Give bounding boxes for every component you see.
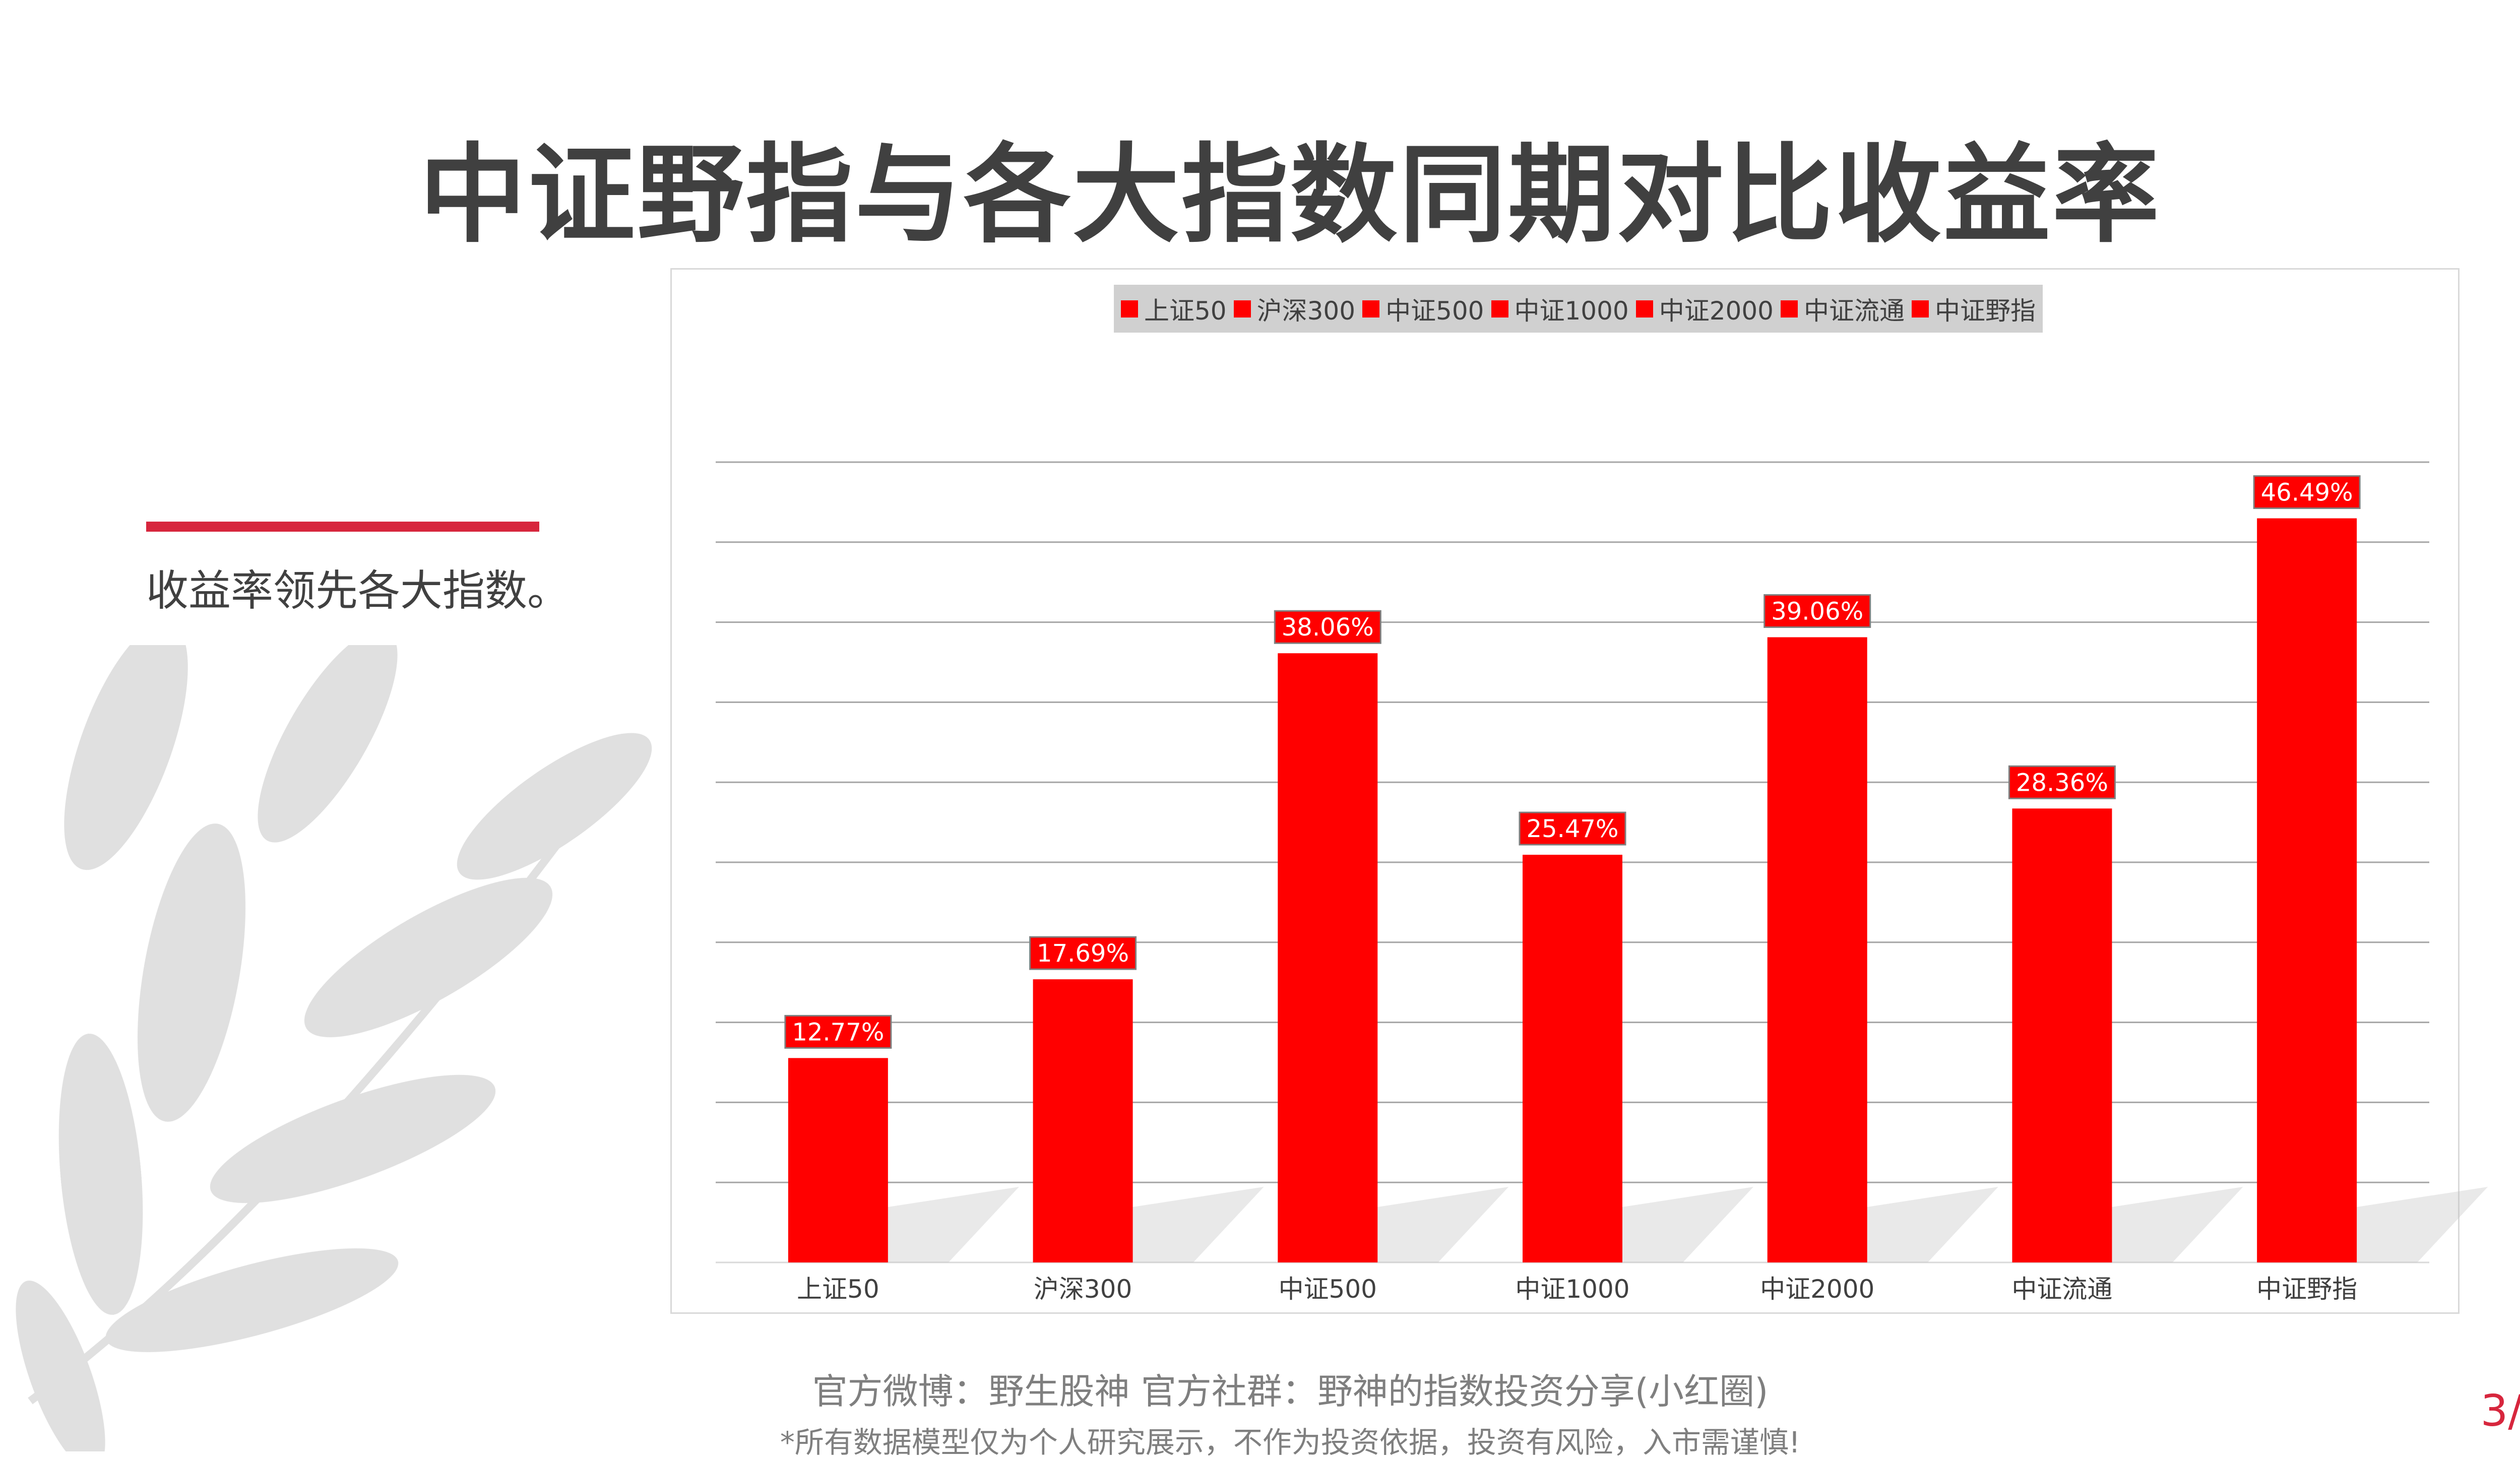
bar-shadow (888, 1187, 1019, 1262)
page-number: 3/4 (2480, 1386, 2520, 1436)
leaf-shadow-decoration (16, 645, 652, 1451)
bar-shadow (1867, 1187, 1998, 1262)
legend-label: 上证50 (1144, 296, 1227, 326)
data-label: 38.06% (1282, 613, 1374, 642)
legend-label: 中证2000 (1659, 296, 1774, 326)
data-label: 17.69% (1037, 939, 1129, 968)
legend-label: 中证野指 (1935, 296, 2036, 326)
x-tick-label: 中证500 (1279, 1275, 1377, 1304)
data-label-box (1274, 610, 1381, 644)
bar-shadow (2357, 1187, 2488, 1262)
legend-item: 中证2000 (1635, 291, 1774, 327)
legend-swatch (1635, 300, 1653, 317)
data-label: 39.06% (1771, 597, 1863, 625)
data-label-box (2253, 475, 2361, 509)
legend-swatch (1233, 300, 1251, 317)
bar (2257, 518, 2357, 1262)
bar (788, 1058, 888, 1262)
x-tick-label: 中证流通 (2011, 1275, 2112, 1304)
legend-label: 中证500 (1385, 296, 1484, 326)
legend-swatch (1781, 300, 1798, 317)
data-label-box (1029, 936, 1137, 970)
x-tick-label: 中证2000 (1760, 1275, 1874, 1304)
x-tick-label: 上证50 (797, 1275, 879, 1304)
legend-item: 中证1000 (1491, 291, 1629, 327)
legend-swatch (1491, 300, 1508, 317)
legend-label: 中证1000 (1514, 296, 1629, 326)
footer-disclaimer: *所有数据模型仅为个人研究展示，不作为投资依据，投资有风险，入市需谨慎! (780, 1425, 1801, 1459)
legend-item: 中证流通 (1781, 291, 1905, 327)
legend-label: 中证流通 (1804, 296, 1905, 326)
slide-subtitle: 收益率领先各大指数。 (146, 566, 570, 615)
bar-shadow (2112, 1187, 2243, 1262)
x-tick-label: 中证野指 (2256, 1275, 2357, 1304)
data-label-box (784, 1014, 892, 1049)
data-label: 46.49% (2261, 478, 2353, 506)
bar-shadow (1622, 1187, 1753, 1262)
bar (1278, 653, 1378, 1262)
data-label-box (1519, 811, 1626, 846)
legend-item: 沪深300 (1233, 291, 1356, 327)
footer-social-info: 官方微博：野生股神 官方社群：野神的指数投资分享(小红圈) (812, 1371, 1769, 1412)
legend-item: 中证500 (1362, 291, 1484, 327)
legend-item: 中证野指 (1912, 291, 2036, 327)
legend-swatch (1121, 300, 1138, 317)
data-label: 25.47% (1526, 815, 1618, 843)
page-title: 中证野指与各大指数同期对比收益率 (419, 133, 2161, 257)
x-tick-label: 中证1000 (1515, 1275, 1629, 1304)
bar-shadow (1377, 1187, 1509, 1262)
data-label-box (1763, 594, 1871, 628)
bar (1523, 855, 1622, 1262)
data-label-box (2008, 765, 2116, 799)
data-label: 12.77% (792, 1018, 884, 1046)
chart-legend: 上证50 沪深300 中证500 中证1000 中证2000 中证流通 中证野指 (1114, 285, 2043, 333)
legend-item: 上证50 (1121, 291, 1227, 327)
accent-divider (146, 522, 539, 532)
bar-shadow (1132, 1187, 1264, 1262)
legend-swatch (1912, 300, 1929, 317)
x-tick-label: 沪深300 (1034, 1275, 1132, 1304)
bar (1033, 979, 1133, 1262)
data-label: 28.36% (2016, 769, 2108, 797)
bar (2012, 808, 2112, 1262)
legend-swatch (1362, 300, 1380, 317)
legend-label: 沪深300 (1256, 296, 1356, 326)
bar (1767, 637, 1867, 1262)
